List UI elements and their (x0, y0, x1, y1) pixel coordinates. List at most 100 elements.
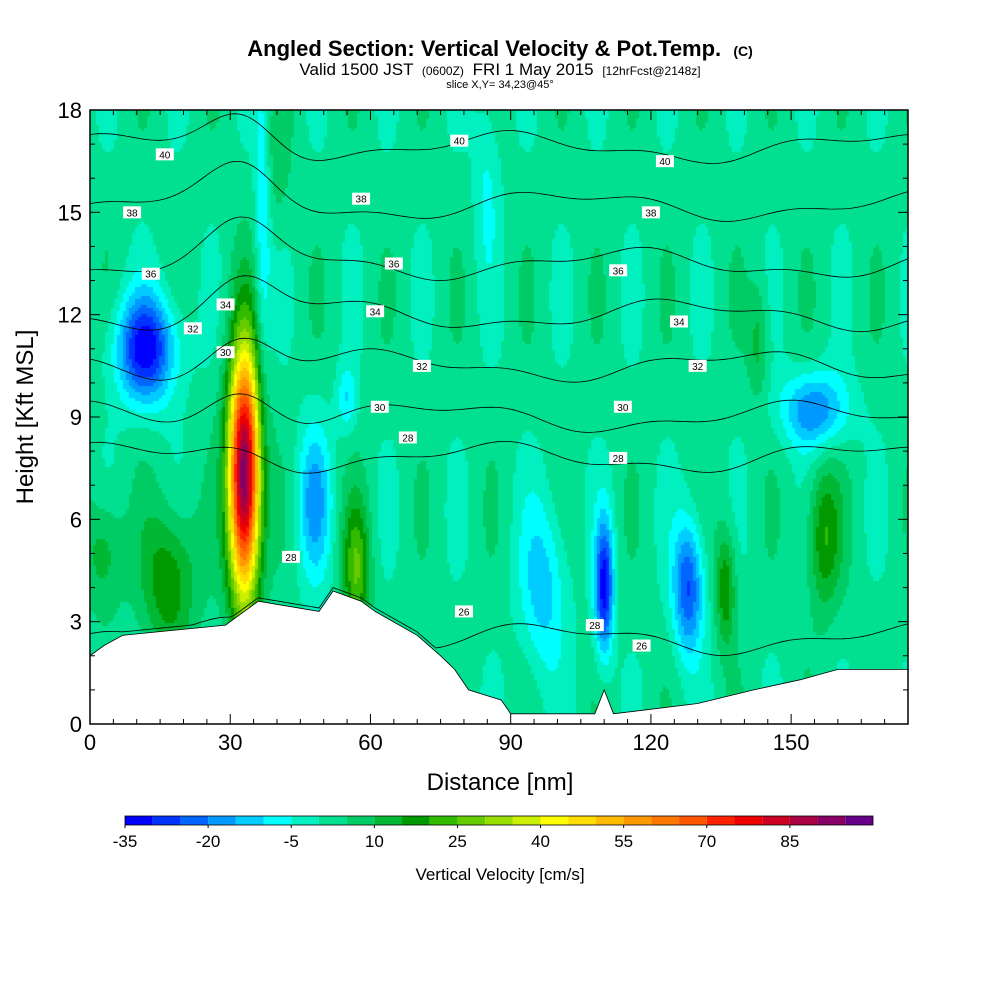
theta-label: 28 (613, 454, 625, 465)
colorbar-label: Vertical Velocity [cm/s] (415, 865, 584, 884)
theta-label-box (123, 206, 142, 219)
y-tick-label: 6 (70, 507, 82, 532)
subtitle-part-3: [12hrFcst@2148z] (602, 64, 700, 78)
colorbar-swatch (457, 816, 486, 825)
theta-label-box (384, 257, 403, 270)
colorbar-swatch (125, 816, 153, 825)
colorbar-tick-label: 85 (780, 832, 799, 851)
y-tick-label: 3 (70, 610, 82, 635)
colorbar-swatch (706, 816, 735, 825)
theta-label: 28 (285, 553, 297, 564)
colorbar-swatch (374, 816, 403, 825)
theta-contour-38 (89, 160, 909, 222)
terrain (89, 590, 909, 725)
theta-contour-30 (89, 393, 908, 433)
colorbar-tick-label: -5 (284, 832, 299, 851)
subtitle-part-1: (0600Z) (422, 64, 464, 78)
theta-label: 34 (370, 307, 382, 318)
theta-label-box (632, 639, 651, 652)
theta-label: 40 (659, 157, 671, 168)
colorbar-swatch (485, 816, 513, 825)
theta-label-box (655, 155, 674, 168)
colorbar-swatch (679, 816, 707, 825)
x-tick-label: 120 (633, 730, 670, 755)
colorbar-swatch (346, 816, 375, 825)
x-axis-label: Distance [nm] (427, 769, 574, 796)
x-tick-label: 0 (84, 730, 96, 755)
theta-label-box (669, 315, 688, 328)
x-tick-label: 60 (358, 730, 382, 755)
colorbar: -35 -20 -5 10 25 40 55 70 85 (113, 815, 874, 851)
colorbar-swatch (568, 816, 596, 825)
theta-label: 32 (187, 324, 199, 335)
theta-label: 36 (388, 260, 400, 271)
plot-area: 26 26 28 28 28 28 30 30 30 32 32 32 34 34 34 36 36 36 38 38… (89, 110, 909, 725)
colorbar-tick-label: -35 (113, 832, 138, 851)
colorbar-swatch (817, 816, 846, 825)
theta-label: 26 (636, 642, 648, 653)
theta-label-box (155, 148, 174, 161)
theta-label-box (688, 359, 707, 372)
colorbar-swatch (318, 816, 347, 825)
theta-label-box (352, 192, 371, 205)
theta-label-box (641, 206, 660, 219)
colorbar-tick-label: 10 (365, 832, 384, 851)
theta-label: 30 (220, 348, 232, 359)
theta-contour-28 (89, 440, 909, 474)
colorbar-swatch (651, 816, 680, 825)
y-tick-label: 18 (58, 98, 82, 123)
theta-label: 26 (458, 607, 470, 618)
theta-label: 38 (127, 208, 139, 219)
theta-contour-40 (89, 113, 909, 164)
colorbar-swatch (540, 816, 569, 825)
velocity-field (90, 110, 908, 724)
theta-contour-32 (89, 337, 909, 383)
y-tick-label: 15 (58, 200, 82, 225)
colorbar-swatch (734, 816, 763, 825)
colorbar-tick-label: -20 (196, 832, 221, 851)
theta-label-box (450, 134, 469, 147)
colorbar-swatch (235, 816, 264, 825)
theta-label: 34 (673, 317, 685, 328)
y-tick-label: 9 (70, 405, 82, 430)
colorbar-swatch (180, 816, 209, 825)
chart-title: Angled Section: Vertical Velocity & Pot.… (247, 36, 753, 61)
chart-subtitle: Valid 1500 JST (0600Z) FRI 1 May 2015 [1… (299, 60, 700, 79)
theta-label: 38 (356, 195, 368, 206)
x-tick-label: 30 (218, 730, 242, 755)
theta-label-box (609, 451, 628, 464)
theta-label: 40 (454, 137, 466, 148)
theta-label: 36 (145, 270, 157, 281)
theta-label-box (281, 550, 300, 563)
colorbar-tick-label: 40 (531, 832, 550, 851)
theta-label-box (370, 400, 389, 413)
subtitle-part-2: FRI 1 May 2015 (473, 60, 594, 79)
colorbar-swatch (595, 816, 624, 825)
chart-subtitle-slice: slice X,Y= 34,23@45° (446, 79, 554, 91)
theta-label: 28 (589, 621, 601, 632)
theta-label: 34 (220, 300, 232, 311)
x-tick-label: 150 (773, 730, 810, 755)
theta-label: 36 (613, 266, 625, 277)
theta-label-box (398, 431, 417, 444)
theta-label-box (216, 346, 235, 359)
colorbar-swatch (291, 816, 319, 825)
colorbar-swatch (263, 816, 292, 825)
theta-label-box (613, 400, 632, 413)
theta-label-box (183, 322, 202, 335)
theta-label: 38 (645, 208, 657, 219)
colorbar-swatch (845, 816, 873, 825)
colorbar-tick-label: 55 (614, 832, 633, 851)
colorbar-tick-label: 25 (448, 832, 467, 851)
theta-label-box (412, 359, 431, 372)
colorbar-frame (124, 815, 874, 826)
colorbar-swatch (512, 816, 541, 825)
y-tick-label: 12 (58, 303, 82, 328)
theta-label: 32 (692, 362, 704, 373)
colorbar-swatch (789, 816, 818, 825)
colorbar-swatch (429, 816, 458, 825)
y-axis-label: Height [Kft MSL] (12, 330, 39, 505)
colorbar-swatch (623, 816, 652, 825)
